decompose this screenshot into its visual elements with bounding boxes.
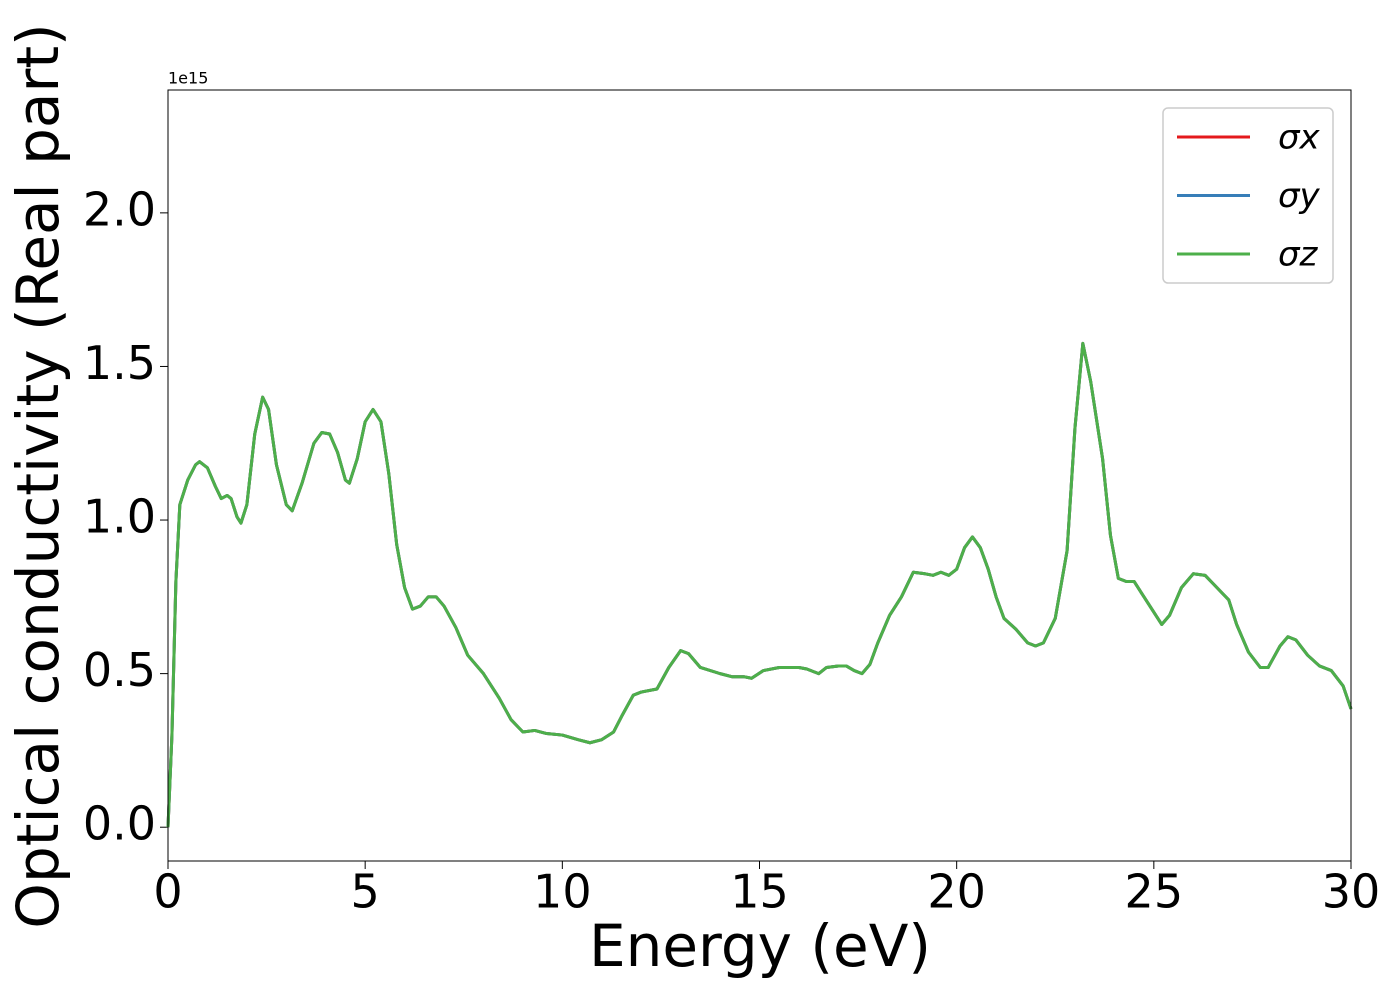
x-tick-label: 0 [153, 865, 182, 919]
plot-frame [167, 89, 1352, 862]
series-line [166, 341, 1353, 828]
x-tick-label: 5 [351, 865, 380, 919]
y-tick-label: 0.5 [83, 643, 156, 697]
x-axis-label: Energy (eV) [589, 912, 931, 980]
y-tick-label: 0.0 [83, 797, 156, 851]
legend-label: σz [1278, 235, 1319, 275]
x-tick-label: 10 [533, 865, 592, 919]
x-tick-label: 25 [1125, 865, 1184, 919]
y-tick-label: 2.0 [83, 182, 156, 236]
series-line [166, 341, 1353, 828]
x-tick-label: 20 [927, 865, 986, 919]
x-tick-label: 15 [730, 865, 789, 919]
legend-label: σy [1278, 176, 1321, 216]
y-tick-label: 1.0 [83, 490, 156, 544]
y-offset-label: 1e15 [168, 69, 208, 88]
legend-label: σx [1278, 118, 1321, 158]
x-tick-label: 30 [1322, 865, 1381, 919]
series-line [166, 341, 1353, 828]
y-axis-label: Optical conductivity (Real part) [4, 23, 72, 928]
y-tick-label: 1.5 [83, 336, 156, 390]
